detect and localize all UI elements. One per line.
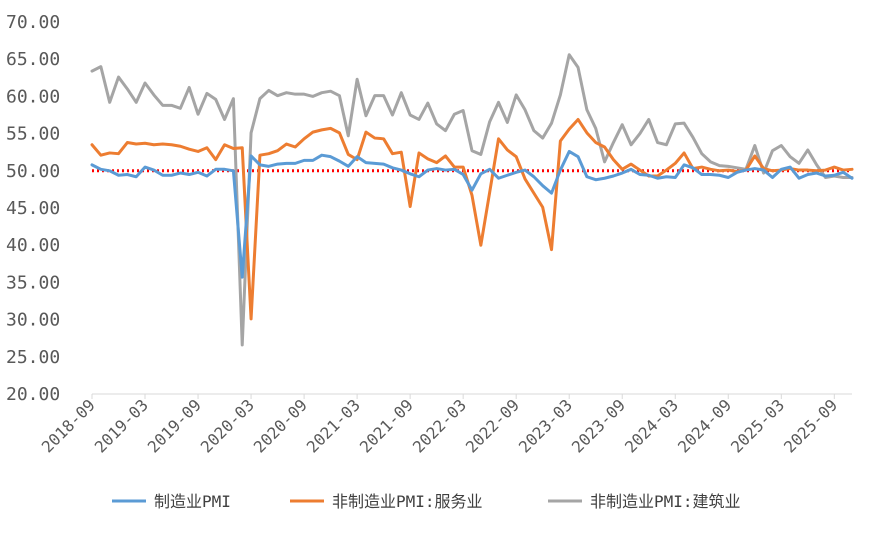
- y-tick-label: 40.00: [6, 235, 60, 256]
- y-tick-label: 35.00: [6, 272, 60, 293]
- y-tick-label: 65.00: [6, 49, 60, 70]
- legend-label: 非制造业PMI:建筑业: [590, 492, 741, 511]
- construction-pmi-line: [90, 53, 854, 347]
- y-tick-label: 25.00: [6, 347, 60, 368]
- x-tick-label: 2024-09: [674, 395, 735, 456]
- x-tick-label: 2020-09: [250, 395, 311, 456]
- x-tick-label: 2023-09: [568, 395, 629, 456]
- x-tick-label: 2024-03: [621, 395, 682, 456]
- x-tick-label: 2019-09: [144, 395, 205, 456]
- x-tick-label: 2025-09: [780, 395, 841, 456]
- manufacturing-pmi-line: [90, 149, 854, 279]
- x-tick-label: 2019-03: [91, 395, 152, 456]
- x-tick-label: 2020-03: [197, 395, 258, 456]
- y-tick-label: 55.00: [6, 124, 60, 145]
- legend-label: 非制造业PMI:服务业: [332, 492, 483, 511]
- legend: 制造业PMI 非制造业PMI:服务业 非制造业PMI:建筑业: [112, 492, 741, 511]
- y-tick-label: 70.00: [6, 12, 60, 33]
- y-tick-label: 30.00: [6, 310, 60, 331]
- x-axis: 2018-092019-032019-092020-032020-092021-…: [38, 393, 852, 457]
- x-tick-label: 2022-03: [409, 395, 470, 456]
- x-tick-label: 2021-03: [303, 395, 364, 456]
- x-tick-label: 2025-03: [727, 395, 788, 456]
- services-pmi-line: [90, 117, 854, 321]
- y-tick-label: 20.00: [6, 384, 60, 405]
- x-tick-label: 2023-03: [515, 395, 576, 456]
- y-tick-label: 50.00: [6, 161, 60, 182]
- series-layer: [90, 53, 854, 347]
- y-tick-label: 45.00: [6, 198, 60, 219]
- x-tick-label: 2022-09: [462, 395, 523, 456]
- y-tick-label: 60.00: [6, 86, 60, 107]
- x-tick-label: 2021-09: [356, 395, 417, 456]
- y-axis: 70.00 65.00 60.00 55.00 50.00 45.00 40.00 35.00…: [6, 12, 60, 405]
- legend-label: 制造业PMI: [154, 492, 231, 511]
